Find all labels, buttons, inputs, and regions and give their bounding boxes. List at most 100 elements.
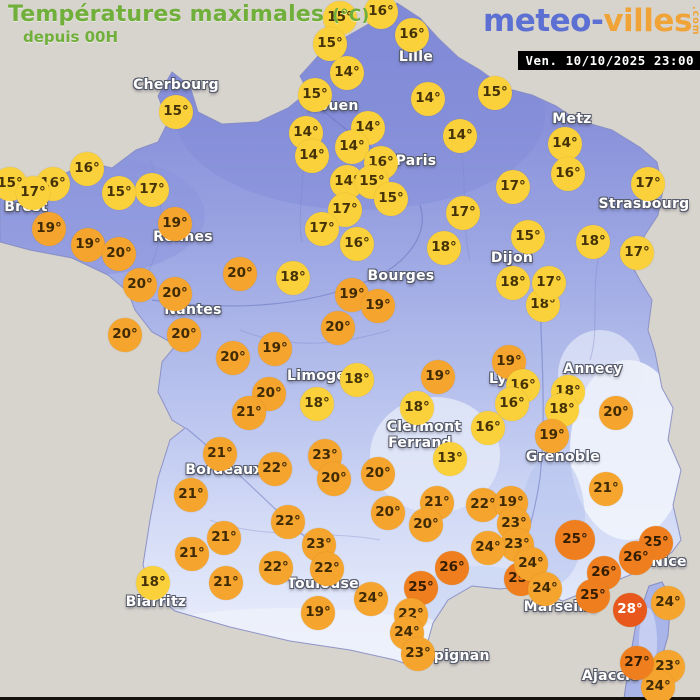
temp-bubble-17: 17°	[305, 212, 339, 246]
temp-bubble-17: 17°	[135, 173, 169, 207]
city-label-ferrand: Ferrand	[388, 435, 452, 451]
temp-bubble-14: 14°	[411, 82, 445, 116]
temp-bubble-18: 18°	[400, 391, 434, 425]
temp-bubble-21: 21°	[209, 566, 243, 600]
temp-bubble-15: 15°	[478, 76, 512, 110]
temp-bubble-20: 20°	[409, 508, 443, 542]
temp-bubble-20: 20°	[216, 341, 250, 375]
temp-bubble-21: 21°	[203, 437, 237, 471]
temp-bubble-17: 17°	[631, 167, 665, 201]
temp-bubble-22: 22°	[271, 505, 305, 539]
temp-bubble-20: 20°	[102, 237, 136, 271]
temp-bubble-21: 21°	[589, 472, 623, 506]
temp-bubble-19: 19°	[258, 332, 292, 366]
temp-bubble-20: 20°	[167, 318, 201, 352]
temp-bubble-20: 20°	[371, 496, 405, 530]
temp-bubble-24: 24°	[471, 531, 505, 565]
temp-bubble-20: 20°	[599, 396, 633, 430]
temp-bubble-19: 19°	[492, 345, 526, 379]
temp-bubble-15: 15°	[374, 182, 408, 216]
temp-bubble-21: 21°	[207, 521, 241, 555]
temp-bubble-20: 20°	[123, 268, 157, 302]
temp-bubble-15: 15°	[313, 27, 347, 61]
temp-bubble-25: 25°	[555, 520, 595, 560]
temp-bubble-20: 20°	[158, 277, 192, 311]
logo-domain-suffix: .com	[690, 6, 700, 36]
temp-bubble-14: 14°	[443, 119, 477, 153]
temp-bubble-20: 20°	[223, 257, 257, 291]
temp-bubble-18: 18°	[300, 387, 334, 421]
temp-bubble-20: 20°	[361, 457, 395, 491]
meteo-villes-logo[interactable]: meteo-villes .com	[483, 3, 700, 43]
city-label-strasbourg: Strasbourg	[598, 196, 690, 212]
temp-bubble-24: 24°	[651, 586, 685, 620]
temp-bubble-22: 22°	[466, 488, 500, 522]
temp-bubble-19: 19°	[421, 360, 455, 394]
temp-bubble-20: 20°	[108, 318, 142, 352]
subtitle: depuis 00H	[23, 28, 119, 46]
temp-bubble-20: 20°	[317, 462, 351, 496]
temp-bubble-19: 19°	[32, 212, 66, 246]
temp-bubble-14: 14°	[330, 56, 364, 90]
datetime-banner: Ven. 10/10/2025 23:00	[518, 51, 700, 70]
city-label-grenoble: Grenoble	[525, 449, 601, 465]
temp-bubble-21: 21°	[232, 396, 266, 430]
temp-bubble-24: 24°	[354, 582, 388, 616]
temp-bubble-25: 25°	[576, 579, 610, 613]
temp-bubble-16: 16°	[340, 227, 374, 261]
city-label-metz: Metz	[552, 111, 592, 127]
temp-bubble-15: 15°	[159, 95, 193, 129]
city-label-lille: Lille	[398, 49, 434, 65]
temp-bubble-22: 22°	[258, 452, 292, 486]
page-title: Températures maximales (°C)	[8, 2, 369, 27]
temp-bubble-19: 19°	[158, 207, 192, 241]
temp-bubble-21: 21°	[175, 537, 209, 571]
temp-bubble-16: 16°	[364, 0, 398, 29]
temp-bubble-22: 22°	[310, 552, 344, 586]
title-unit: (°C)	[332, 6, 370, 26]
temp-bubble-14: 14°	[548, 127, 582, 161]
temp-bubble-19: 19°	[71, 228, 105, 262]
temp-bubble-24: 24°	[641, 670, 675, 700]
city-label-dijon: Dijon	[490, 250, 534, 266]
city-label-biarritz: Biarritz	[125, 594, 187, 610]
temp-bubble-17: 17°	[496, 170, 530, 204]
temp-bubble-16: 16°	[551, 157, 585, 191]
temp-bubble-18: 18°	[136, 566, 170, 600]
temp-bubble-13: 13°	[433, 442, 467, 476]
temp-bubble-17: 17°	[620, 236, 654, 270]
temp-bubble-27: 27°	[620, 646, 654, 680]
temp-bubble-24: 24°	[528, 572, 562, 606]
temp-bubble-16: 16°	[395, 18, 429, 52]
temp-bubble-15: 15°	[298, 78, 332, 112]
temp-bubble-16: 16°	[495, 387, 529, 421]
temp-bubble-15: 15°	[511, 220, 545, 254]
temp-bubble-17: 17°	[16, 176, 50, 210]
temp-bubble-19: 19°	[361, 289, 395, 323]
temp-bubble-18: 18°	[427, 231, 461, 265]
title-text: Températures maximales	[8, 2, 325, 27]
temp-bubble-26: 26°	[435, 551, 469, 585]
temp-bubble-21: 21°	[174, 478, 208, 512]
city-label-limoges: Limoges	[287, 368, 355, 384]
logo-part-orange: villes	[603, 3, 692, 39]
temp-bubble-16: 16°	[471, 411, 505, 445]
bottom-border	[0, 697, 700, 700]
temp-bubble-20: 20°	[321, 311, 355, 345]
temp-bubble-16: 16°	[70, 152, 104, 186]
temp-bubble-22: 22°	[259, 551, 293, 585]
temp-bubble-18: 18°	[276, 261, 310, 295]
temp-bubble-17: 17°	[446, 196, 480, 230]
temp-bubble-18: 18°	[576, 225, 610, 259]
city-label-annecy: Annecy	[563, 361, 623, 377]
temp-bubble-19: 19°	[535, 419, 569, 453]
temp-bubble-28: 28°	[613, 593, 647, 627]
temp-bubble-23: 23°	[401, 637, 435, 671]
temp-bubble-14: 14°	[295, 139, 329, 173]
temp-bubble-18: 18°	[496, 266, 530, 300]
city-label-clermont: Clermont	[386, 419, 462, 435]
temp-bubble-14: 14°	[335, 130, 369, 164]
logo-part-blue: meteo-	[483, 3, 604, 39]
city-label-paris: Paris	[395, 153, 437, 169]
